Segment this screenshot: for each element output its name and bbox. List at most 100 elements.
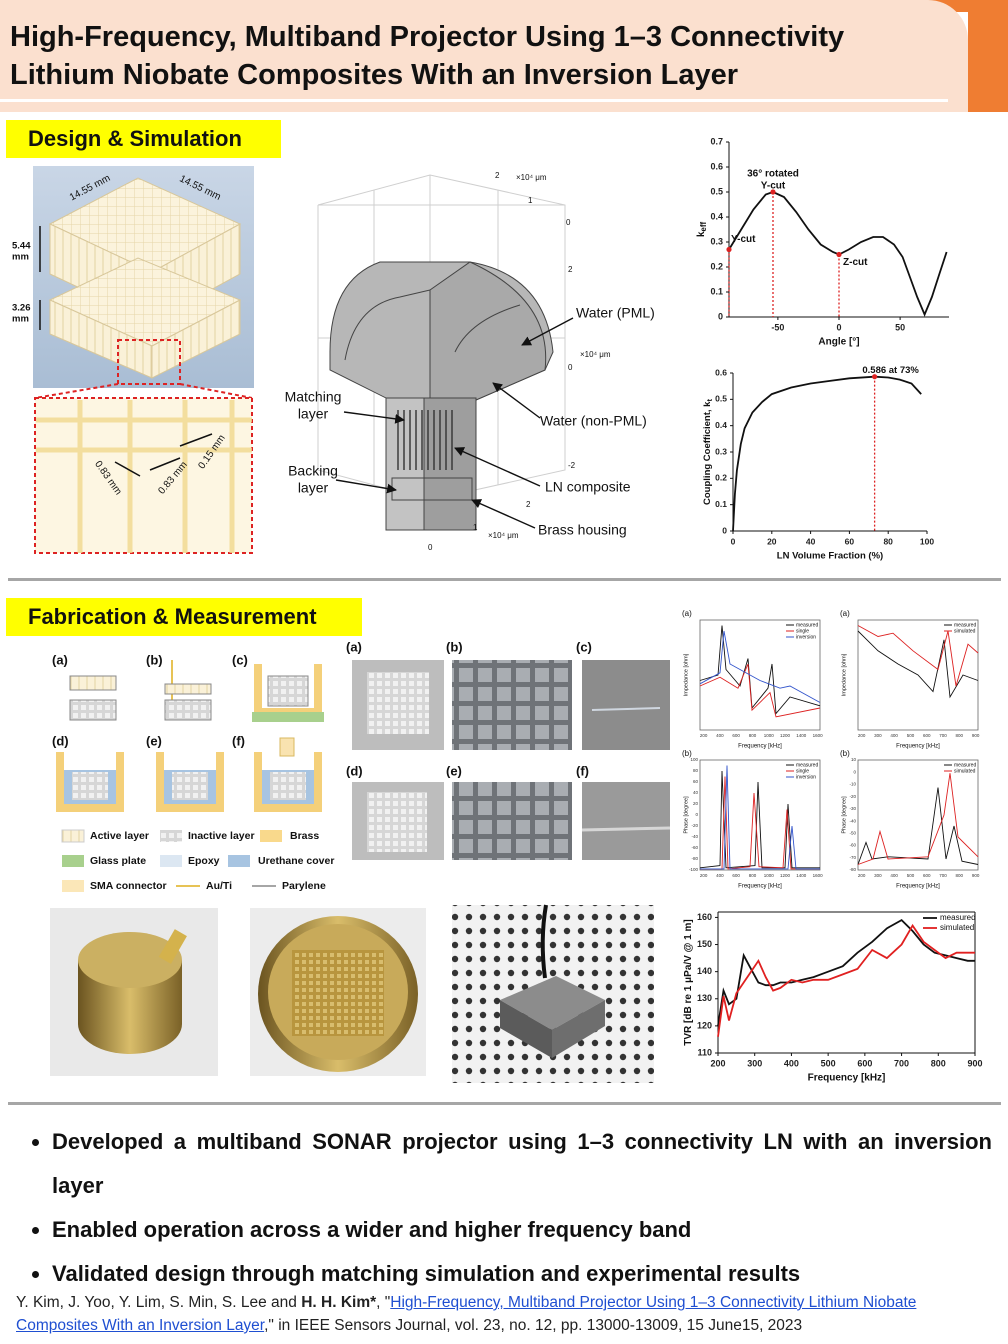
axis-tick-label: -2 [568,461,576,470]
panel-tag: (e) [446,763,462,778]
y-tick-label: 0.7 [710,136,723,146]
plot-curve [858,631,978,697]
x-tick-label: 400 [890,733,898,738]
panel-tag: (f) [232,733,245,748]
y-tick-label: 20 [693,801,699,806]
panel-tag: (f) [576,763,589,778]
y-tick-label: 0.4 [715,420,727,430]
legend-label: simulated [940,923,974,932]
y-tick-label: 0.1 [710,286,723,296]
y-tick-label: 0 [718,311,723,321]
header-accent [968,0,1008,112]
legend-label: simulated [954,768,976,774]
x-tick-label: 50 [895,322,905,332]
x-tick-label: 800 [749,873,757,878]
series-line [732,375,922,532]
x-tick-label: 0 [731,536,736,546]
x-axis-label: Frequency [kHz] [808,1073,886,1084]
y-axis-label-sub: t [705,399,714,402]
legend-label: inversion [796,774,816,780]
x-tick-label: 600 [732,733,740,738]
x-tick-label: 900 [967,1058,982,1068]
annotation: Water (non-PML) [540,413,647,429]
cube-illustration [33,166,254,554]
y-axis-label-sub: eff [699,221,708,231]
x-tick-label: 400 [716,873,724,878]
legend-label: simulated [954,628,976,634]
legend-label: measured [796,762,818,768]
x-axis-label: Frequency [kHz] [738,884,782,890]
fabrication-diagram [56,660,324,892]
annotation: Brass housing [538,522,627,538]
plot-curve [700,631,820,703]
axis-tick-label: 2 [495,171,500,180]
annotation: LN composite [545,479,631,495]
y-tick-label: 160 [697,912,712,922]
legend-label: Urethane cover [258,855,334,867]
legend-label: Inactive layer [188,830,255,842]
axis-tick-label: 2 [568,265,573,274]
bullet: Developed a multiband SONAR projector us… [52,1120,992,1208]
x-tick-label: 80 [883,536,893,546]
x-tick-label: 600 [857,1058,872,1068]
x-tick-label: 500 [907,873,915,878]
legend-label: measured [940,913,976,922]
x-tick-label: 500 [821,1058,836,1068]
section-divider [8,578,1001,581]
marker [726,246,732,253]
x-tick-label: 400 [716,733,724,738]
y-tick-label: 0.5 [710,186,723,196]
y-tick-label: 120 [697,1020,712,1030]
x-tick-label: -50 [771,322,784,332]
citation-text: ," in IEEE Sensors Journal, vol. 23, no.… [264,1317,803,1334]
x-tick-label: 1000 [764,873,775,878]
legend-label: measured [796,622,818,628]
x-tick-label: 800 [931,1058,946,1068]
title-line: Lithium Niobate Composites With an Inver… [10,59,739,91]
series-line [717,918,975,1027]
x-tick-label: 1600 [813,873,824,878]
plot-curve [700,664,820,717]
axis-tick-label: 2 [526,500,531,509]
fabrication-photos [50,660,671,1083]
y-tick-label: -40 [849,818,856,823]
y-tick-label: -80 [691,856,698,861]
x-tick-label: 800 [956,873,964,878]
axis-unit: ×10⁴ μm [580,350,611,359]
y-tick-label: 0.2 [715,473,727,483]
annotation: Water (PML) [576,305,655,321]
x-tick-label: 200 [858,873,866,878]
bullet: Validated design through matching simula… [52,1252,992,1296]
dimension-label: mm [12,252,29,263]
y-tick-label: -10 [849,782,856,787]
panel-tag: (e) [146,733,162,748]
y-axis-label: Coupling Coefficient, kt [702,399,714,505]
x-tick-label: 1200 [780,873,791,878]
y-axis-label: Impedance [ohm] [841,653,847,696]
x-axis-label: Frequency [kHz] [738,744,782,750]
plot-curve [700,777,820,869]
panel-tag: (d) [52,733,69,748]
y-axis-label: keff [696,221,708,237]
y-tick-label: 100 [690,757,698,762]
annotation: Matching [285,389,342,405]
x-tick-label: 800 [749,733,757,738]
x-axis-label: Angle [°] [818,337,859,348]
x-tick-label: 600 [923,873,931,878]
x-tick-label: 1400 [796,873,807,878]
point-label: Y-cut [731,234,756,245]
x-tick-label: 60 [845,536,855,546]
title: High-Frequency, Multiband Projector Usin… [10,18,844,94]
citation-authors: Y. Kim, J. Yoo, Y. Lim, S. Min, S. Lee a… [16,1294,302,1311]
y-tick-label: 0.6 [715,367,727,377]
panel-tag: (b) [446,639,463,654]
header-line [0,99,948,102]
x-tick-label: 0 [836,322,841,332]
plot-curve [858,626,978,687]
citation-link[interactable]: High-Frequency, Multiband Projector Usin… [16,1294,917,1334]
x-tick-label: 400 [890,873,898,878]
section-divider [8,1102,1001,1105]
series-line [717,923,975,1037]
bullet-list: Developed a multiband SONAR projector us… [18,1120,992,1296]
y-tick-label: 0.1 [715,499,727,509]
